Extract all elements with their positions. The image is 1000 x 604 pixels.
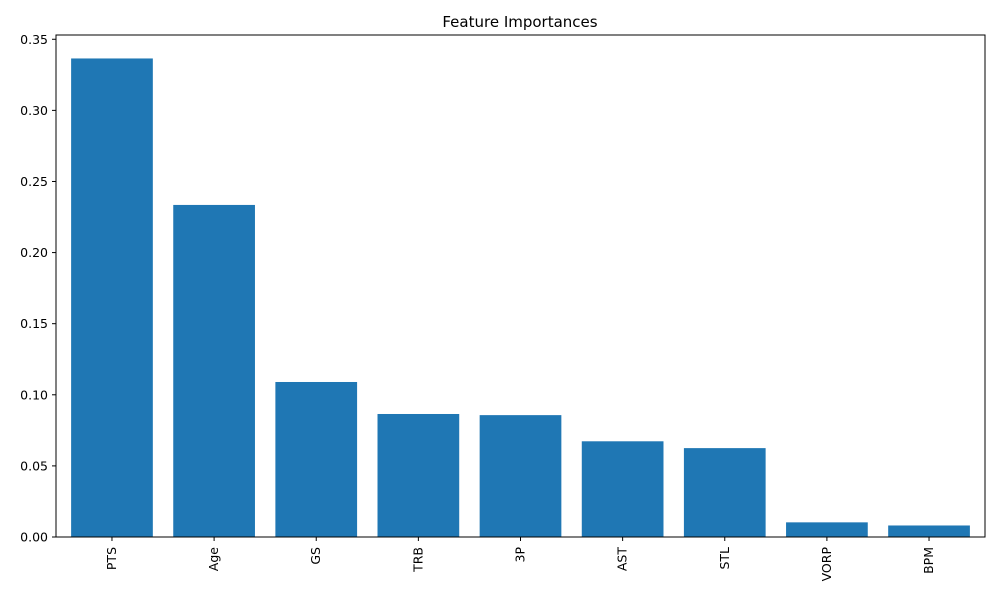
x-tick-label: PTS (104, 547, 119, 570)
y-tick-label: 0.25 (20, 174, 48, 189)
chart-title: Feature Importances (442, 13, 597, 31)
x-tick-label: STL (717, 547, 732, 570)
x-tick-label: 3P (513, 547, 528, 563)
x-tick-label: VORP (819, 547, 834, 582)
x-tick-label: AST (615, 547, 630, 571)
bar-bpm (888, 525, 970, 537)
x-tick-label: TRB (410, 547, 425, 573)
bar-ast (581, 441, 664, 537)
y-tick-label: 0.35 (20, 32, 48, 47)
bar-age (173, 204, 255, 537)
x-tick-label: GS (308, 547, 323, 565)
y-tick-label: 0.05 (20, 458, 48, 473)
x-axis: PTS Age GS TRB 3P AST STL VORP BPM (104, 537, 936, 581)
x-tick-label: Age (206, 547, 221, 571)
bar-stl (683, 448, 766, 537)
plot-frame (55, 34, 986, 538)
bar-gs (275, 381, 358, 537)
bar-3p (479, 415, 562, 537)
y-tick-label: 0.10 (20, 387, 48, 402)
y-tick-label: 0.30 (20, 103, 48, 118)
bar-vorp (786, 522, 868, 537)
y-axis: 0.00 0.05 0.10 0.15 0.20 0.25 0.30 0.35 (20, 32, 56, 545)
x-tick-label: BPM (921, 547, 936, 574)
y-tick-label: 0.15 (20, 316, 48, 331)
bars-group (71, 58, 970, 538)
y-tick-label: 0.20 (20, 245, 48, 260)
bar-trb (377, 413, 460, 537)
bar-pts (71, 58, 153, 538)
y-tick-label: 0.00 (20, 530, 48, 545)
